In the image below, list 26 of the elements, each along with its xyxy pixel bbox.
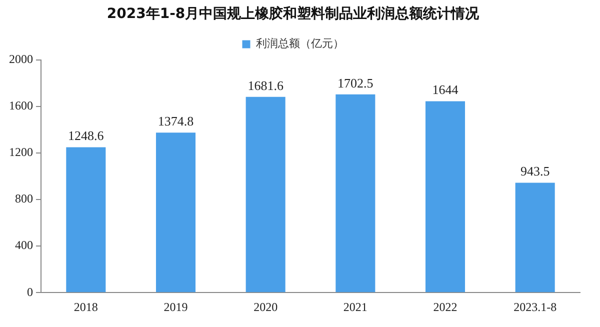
x-tick-label: 2018 xyxy=(74,300,98,314)
chart-title: 2023年1-8月中国规上橡胶和塑料制品业利润总额统计情况 xyxy=(106,5,480,22)
x-tick-label: 2023.1-8 xyxy=(514,300,557,314)
bar xyxy=(515,182,555,292)
data-label: 1644 xyxy=(432,82,459,98)
bar xyxy=(246,96,286,292)
x-tick-label: 2020 xyxy=(254,300,278,314)
y-tick-label: 0 xyxy=(27,284,33,299)
y-tick-label: 400 xyxy=(15,238,33,252)
data-label: 943.5 xyxy=(520,164,550,179)
x-tick-label: 2021 xyxy=(343,300,368,314)
legend-label: 利润总额（亿元） xyxy=(256,37,344,50)
bar xyxy=(156,132,196,292)
data-label: 1702.5 xyxy=(338,75,374,90)
bar xyxy=(66,147,106,292)
bar xyxy=(425,101,466,292)
y-tick-label: 800 xyxy=(15,192,33,206)
data-label: 1248.6 xyxy=(68,128,104,144)
x-tick-label: 2022 xyxy=(433,300,458,314)
y-tick-label: 1200 xyxy=(9,145,33,160)
bar xyxy=(336,94,376,292)
y-tick-label: 1600 xyxy=(9,98,33,113)
data-label: 1681.6 xyxy=(248,78,284,93)
data-label: 1374.8 xyxy=(158,113,194,128)
y-tick-label: 2000 xyxy=(9,52,33,66)
x-tick-label: 2019 xyxy=(164,300,188,314)
